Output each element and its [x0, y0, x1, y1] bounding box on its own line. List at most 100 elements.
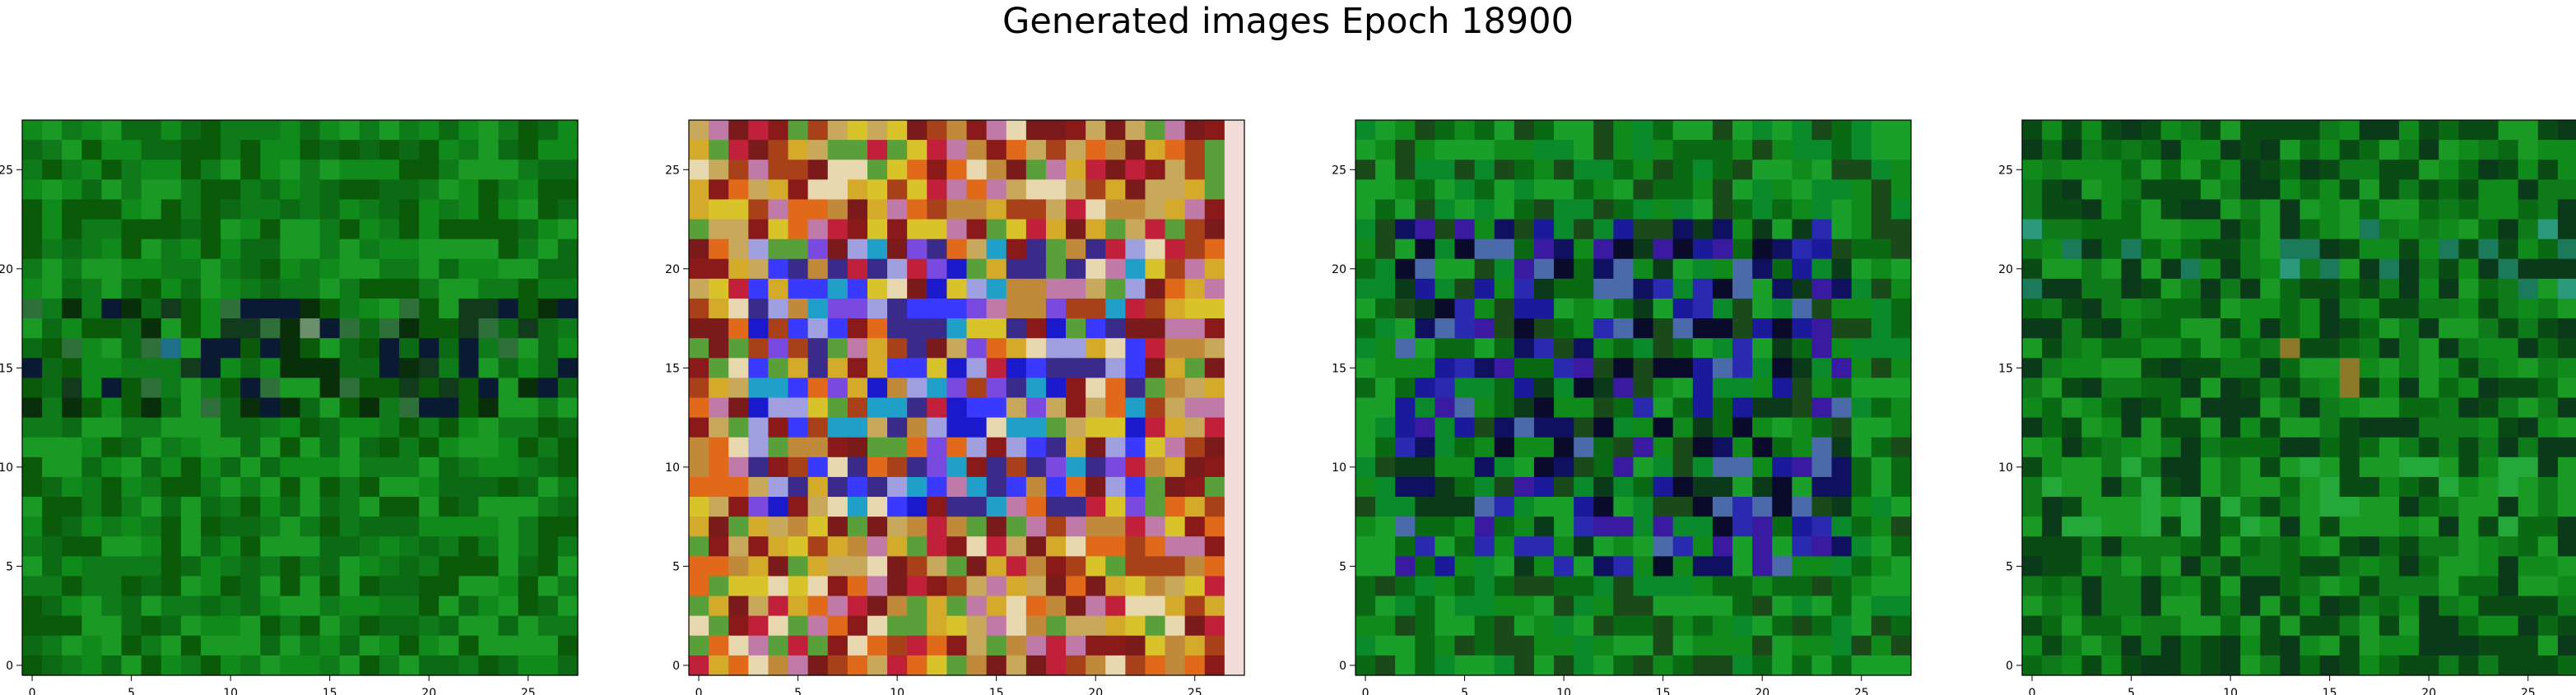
- image-cell: [1066, 517, 1086, 537]
- image-cell: [2478, 199, 2499, 220]
- image-cell: [180, 556, 202, 577]
- image-cell: [827, 258, 849, 280]
- image-cell: [2240, 378, 2261, 399]
- image-cell: [1712, 517, 1733, 537]
- image-cell: [1554, 497, 1574, 517]
- image-cell: [2062, 397, 2082, 419]
- image-cell: [807, 338, 829, 359]
- image-cell: [200, 556, 221, 577]
- image-cell: [1831, 576, 1853, 597]
- image-cell: [2141, 417, 2162, 438]
- image-cell: [946, 556, 968, 577]
- image-cell: [887, 576, 908, 597]
- image-cell: [359, 140, 380, 160]
- image-cell: [1533, 417, 1555, 438]
- image-cell: [240, 655, 261, 676]
- image-cell: [359, 517, 380, 537]
- image-cell: [986, 635, 1007, 656]
- image-cell: [689, 576, 709, 597]
- image-cell: [1494, 417, 1515, 438]
- image-cell: [1355, 140, 1376, 160]
- image-cell: [1574, 456, 1594, 478]
- image-cell: [2042, 655, 2062, 676]
- image-cell: [1772, 437, 1793, 458]
- image-cell: [379, 437, 400, 458]
- y-tick-label: 15: [1998, 362, 2013, 375]
- image-cell: [180, 437, 202, 458]
- image-cell: [2141, 595, 2162, 617]
- image-cell: [359, 456, 380, 478]
- image-cell: [1890, 160, 1912, 180]
- image-cell: [2220, 456, 2241, 478]
- image-cell: [180, 615, 202, 637]
- image-cell: [1533, 456, 1555, 478]
- image-cell: [1613, 397, 1634, 419]
- y-tick-label: 25: [1998, 164, 2013, 177]
- image-cell: [986, 476, 1007, 498]
- image-cell: [1494, 536, 1515, 557]
- image-cell: [1355, 397, 1376, 419]
- image-cell: [1613, 556, 1634, 577]
- image-cell: [2557, 397, 2576, 419]
- image-cell: [1204, 615, 1225, 637]
- image-cell: [2220, 536, 2241, 557]
- image-cell: [141, 278, 162, 299]
- image-cell: [1574, 378, 1594, 399]
- image-cell: [280, 655, 301, 676]
- image-cell: [399, 298, 420, 319]
- image-cell: [2260, 298, 2281, 319]
- image-cell: [518, 140, 539, 160]
- image-cell: [1653, 437, 1674, 458]
- image-cell: [1772, 576, 1793, 597]
- image-cell: [2518, 338, 2539, 359]
- image-cell: [847, 179, 868, 201]
- image-cell: [1533, 160, 1555, 180]
- image-cell: [1752, 199, 1773, 220]
- image-cell: [768, 219, 789, 240]
- image-cell: [101, 476, 123, 498]
- image-cell: [867, 338, 888, 359]
- image-cell: [121, 358, 142, 378]
- image-cell: [399, 417, 420, 438]
- image-cell: [1066, 298, 1086, 319]
- image-cell: [1890, 120, 1912, 141]
- image-cell: [927, 397, 947, 419]
- image-cell: [827, 417, 849, 438]
- image-cell: [2399, 199, 2420, 220]
- image-cell: [2557, 318, 2576, 339]
- image-cell: [1395, 318, 1416, 339]
- image-cell: [1811, 258, 1833, 280]
- image-cell: [1554, 199, 1574, 220]
- image-cell: [1165, 140, 1186, 160]
- image-cell: [2220, 160, 2241, 180]
- image-cell: [1494, 476, 1515, 498]
- image-cell: [1732, 298, 1753, 319]
- image-cell: [2121, 397, 2142, 419]
- image-cell: [1204, 258, 1225, 280]
- image-cell: [2359, 258, 2380, 280]
- image-cell: [2359, 239, 2380, 260]
- image-cell: [2439, 476, 2459, 498]
- image-cell: [1025, 397, 1047, 419]
- image-cell: [1732, 417, 1753, 438]
- image-cell: [768, 318, 789, 339]
- image-cell: [689, 655, 709, 676]
- image-cell: [200, 417, 221, 438]
- image-cell: [339, 160, 360, 180]
- image-cell: [1165, 219, 1186, 240]
- image-cell: [359, 437, 380, 458]
- image-cell: [1554, 278, 1574, 299]
- image-cell: [1890, 358, 1912, 378]
- image-cell: [728, 298, 749, 319]
- image-cell: [2081, 595, 2103, 617]
- image-cell: [1415, 397, 1436, 419]
- image-cell: [807, 318, 829, 339]
- image-cell: [42, 258, 63, 280]
- image-cell: [319, 615, 341, 637]
- image-cell: [1045, 120, 1067, 141]
- image-cell: [2280, 219, 2301, 240]
- image-cell: [1732, 456, 1753, 478]
- image-cell: [2141, 179, 2162, 201]
- image-cell: [81, 120, 103, 141]
